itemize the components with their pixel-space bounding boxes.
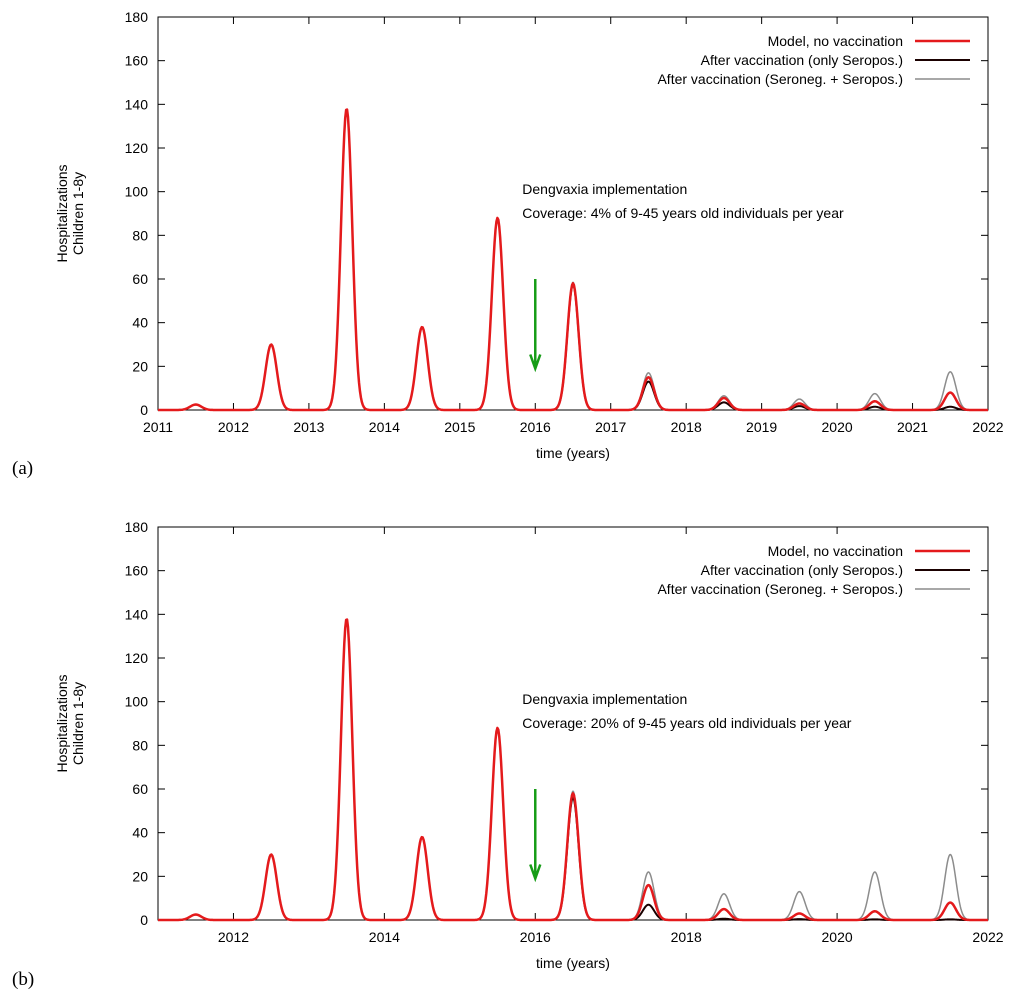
x-tick-label: 2013 [293,419,324,435]
y-tick-label: 100 [125,694,149,710]
y-tick-label: 180 [125,9,149,25]
x-tick-label: 2021 [897,419,928,435]
y-tick-label: 0 [140,912,148,928]
x-tick-label: 2011 [143,419,173,435]
x-tick-label: 2016 [520,419,551,435]
x-tick-label: 2017 [595,419,626,435]
y-tick-label: 140 [125,96,149,112]
series-line-1 [157,618,989,922]
y-tick-label: 40 [132,825,148,841]
series-line-1 [157,108,989,412]
y-tick-label: 160 [125,563,149,579]
x-tick-label: 2018 [671,929,702,945]
x-tick-label: 2015 [444,419,475,435]
panel-a-chart: 0 20 40 60 80 100 120 140 160 180 2011 2012 2013 2014… [12,9,1004,479]
y-tick-label: 140 [125,606,149,622]
x-tick-label: 2022 [972,419,1003,435]
x-tick-label: 2012 [218,929,249,945]
y-axis-title-line1: Hospitalizations [54,164,70,262]
legend-label-3: After vaccination (Seroneg. + Seropos.) [657,581,903,597]
legend-label-1: Model, no vaccination [768,543,903,559]
series-line-3 [535,790,989,921]
annotation-line1: Dengvaxia implementation [522,181,687,197]
y-tick-label: 20 [132,358,148,374]
series-line-2 [534,796,989,921]
y-axis-title-line2: Children 1-8y [70,172,86,255]
y-tick-label: 120 [125,650,149,666]
y-tick-label: 40 [132,315,148,331]
legend-label-2: After vaccination (only Seropos.) [701,562,903,578]
x-tick-label: 2014 [369,419,400,435]
panel-label: (a) [12,458,33,479]
y-tick-label: 60 [132,271,148,287]
series-line-3 [535,281,989,411]
y-tick-label: 80 [132,737,148,753]
annotation-line2: Coverage: 4% of 9-45 years old individua… [522,205,844,221]
legend-label-2: After vaccination (only Seropos.) [701,52,903,68]
legend-label-1: Model, no vaccination [768,33,903,49]
x-axis-title: time (years) [536,955,610,971]
x-axis-title: time (years) [536,445,610,461]
legend-label-3: After vaccination (Seroneg. + Seropos.) [657,71,903,87]
x-tick-label: 2014 [369,929,400,945]
y-tick-label: 20 [132,868,148,884]
y-axis-title-line2: Children 1-8y [70,682,86,765]
x-tick-label: 2020 [822,419,853,435]
y-tick-label: 180 [125,519,149,535]
x-tick-label: 2019 [746,419,777,435]
y-tick-label: 80 [132,227,148,243]
y-tick-label: 160 [125,53,149,69]
x-tick-label: 2018 [671,419,702,435]
x-tick-label: 2022 [972,929,1003,945]
y-tick-label: 60 [132,781,148,797]
x-tick-label: 2012 [218,419,249,435]
y-tick-label: 100 [125,184,149,200]
y-axis-title-line1: Hospitalizations [54,674,70,772]
plot-frame [157,16,989,411]
annotation-line1: Dengvaxia implementation [522,691,687,707]
x-tick-label: 2020 [822,929,853,945]
plot-frame [157,526,989,921]
panel-b-chart: 0 20 40 60 80 100 120 140 160 180 2012 2014 2016 2018… [12,519,1004,990]
annotation-line2: Coverage: 20% of 9-45 years old individu… [522,715,852,731]
panel-label: (b) [12,969,34,990]
x-tick-label: 2016 [520,929,551,945]
arrow-head [529,354,542,373]
y-tick-label: 0 [140,402,148,418]
series-line-2 [534,283,989,411]
arrow-head [529,864,542,883]
y-tick-label: 120 [125,140,149,156]
